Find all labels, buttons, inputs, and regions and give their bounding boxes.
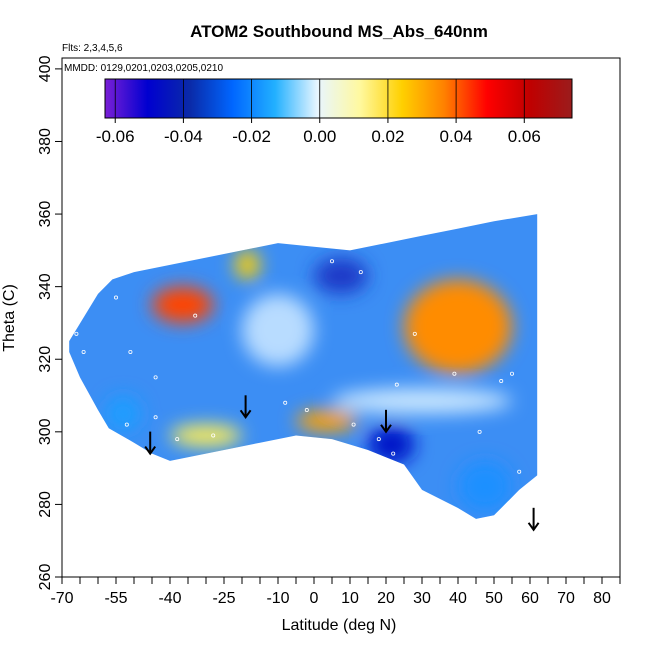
x-tick-label-9: 40 [449, 590, 467, 607]
colorbar-tick-label-6: 0.06 [508, 127, 541, 146]
sample-point-9 [211, 433, 216, 438]
sample-point-4 [153, 375, 158, 380]
feature-patch-6 [404, 279, 512, 374]
y-tick-label-2: 300 [37, 418, 54, 445]
colorbar-tick-label-5: 0.04 [440, 127, 473, 146]
arrow-3 [527, 507, 540, 532]
x-tick-label-7: 20 [377, 590, 395, 607]
x-tick-label-4: -10 [266, 590, 289, 607]
x-tick-label-5: 0 [310, 590, 319, 607]
feature-patch-9 [332, 388, 512, 414]
sample-point-10 [283, 400, 288, 405]
colorbar-gradient [104, 78, 573, 119]
y-tick-label-4: 340 [37, 273, 54, 300]
feature-blur [105, 250, 512, 512]
x-tick-label-12: 70 [557, 590, 575, 607]
sample-point-2 [114, 295, 119, 300]
sample-point-16 [391, 451, 396, 456]
sample-point-12 [329, 259, 334, 264]
colorbar-tick-label-3: 0.00 [303, 127, 336, 146]
feature-patch-4 [170, 424, 242, 447]
colorbar: -0.06 -0.04 -0.02 0.00 0.02 0.04 0.06 [96, 78, 573, 146]
flights-annotation: Flts: 2,3,4,5,6 [62, 43, 123, 54]
x-tick-label-11: 60 [521, 590, 539, 607]
colorbar-tick-label-1: -0.04 [164, 127, 203, 146]
colorbar-tick-label-2: -0.02 [232, 127, 271, 146]
feature-group [105, 250, 512, 512]
sample-point-0 [74, 331, 79, 336]
x-axis-label: Latitude (deg N) [282, 617, 397, 634]
sample-point-19 [452, 371, 457, 376]
sample-point-3 [128, 349, 133, 354]
plot-frame [61, 57, 621, 578]
x-tick-label-10: 50 [485, 590, 503, 607]
feature-patch-0 [242, 293, 314, 367]
sample-point-13 [358, 270, 363, 275]
x-axis: -70 -55 -40 -25 -10 0 10 20 30 40 50 60 70 80 [50, 577, 621, 607]
sample-point-22 [477, 429, 482, 434]
mmdd-annotation: MMDD: 0129,0201,0203,0205,0210 [64, 63, 223, 74]
x-tick-label-8: 30 [413, 590, 431, 607]
x-tick-label-6: 10 [341, 590, 359, 607]
colorbar-tick-label-0: -0.06 [96, 127, 135, 146]
feature-patch-8 [314, 257, 368, 294]
colorbar-ticks: -0.06 -0.04 -0.02 0.00 0.02 0.04 0.06 [96, 79, 541, 146]
x-tick-label-3: -25 [212, 590, 235, 607]
sample-point-11 [304, 408, 309, 413]
y-tick-label-7: 400 [37, 55, 54, 82]
x-tick-label-1: -55 [104, 590, 127, 607]
sample-point-8 [175, 437, 180, 442]
y-tick-label-6: 380 [37, 128, 54, 155]
direction-arrows [144, 395, 540, 532]
feature-patch-10 [458, 460, 512, 512]
y-tick-label-0: 260 [37, 564, 54, 591]
sample-points [74, 259, 522, 474]
y-axis: 260 280 300 320 340 360 380 400 [37, 55, 62, 590]
colorbar-tick-label-4: 0.02 [371, 127, 404, 146]
chart-title: ATOM2 Southbound MS_Abs_640nm [190, 22, 488, 41]
coverage-field [69, 214, 538, 519]
x-tick-label-2: -40 [158, 590, 181, 607]
arrow-2 [380, 409, 392, 434]
arrow-1 [239, 395, 252, 420]
x-tick-label-0: -70 [50, 590, 73, 607]
sample-point-15 [376, 437, 381, 442]
feature-patch-2 [152, 286, 214, 323]
feature-patch-7 [368, 424, 415, 465]
arrow-0 [144, 431, 157, 456]
sample-point-17 [394, 382, 399, 387]
y-tick-label-5: 360 [37, 201, 54, 228]
sample-point-18 [412, 331, 417, 336]
sample-point-6 [153, 415, 158, 420]
sample-point-1 [81, 349, 86, 354]
sample-point-7 [193, 313, 198, 318]
feature-patch-1 [105, 395, 142, 432]
y-axis-label: Theta (C) [1, 284, 18, 352]
sample-point-14 [351, 422, 356, 427]
sample-point-21 [509, 371, 514, 376]
y-tick-label-1: 280 [37, 491, 54, 518]
sample-point-5 [124, 422, 129, 427]
y-tick-label-3: 320 [37, 346, 54, 373]
x-tick-label-13: 80 [593, 590, 611, 607]
sample-point-23 [517, 469, 522, 474]
sample-point-20 [499, 379, 504, 384]
feature-patch-3 [234, 250, 260, 280]
feature-patch-5 [296, 410, 358, 432]
